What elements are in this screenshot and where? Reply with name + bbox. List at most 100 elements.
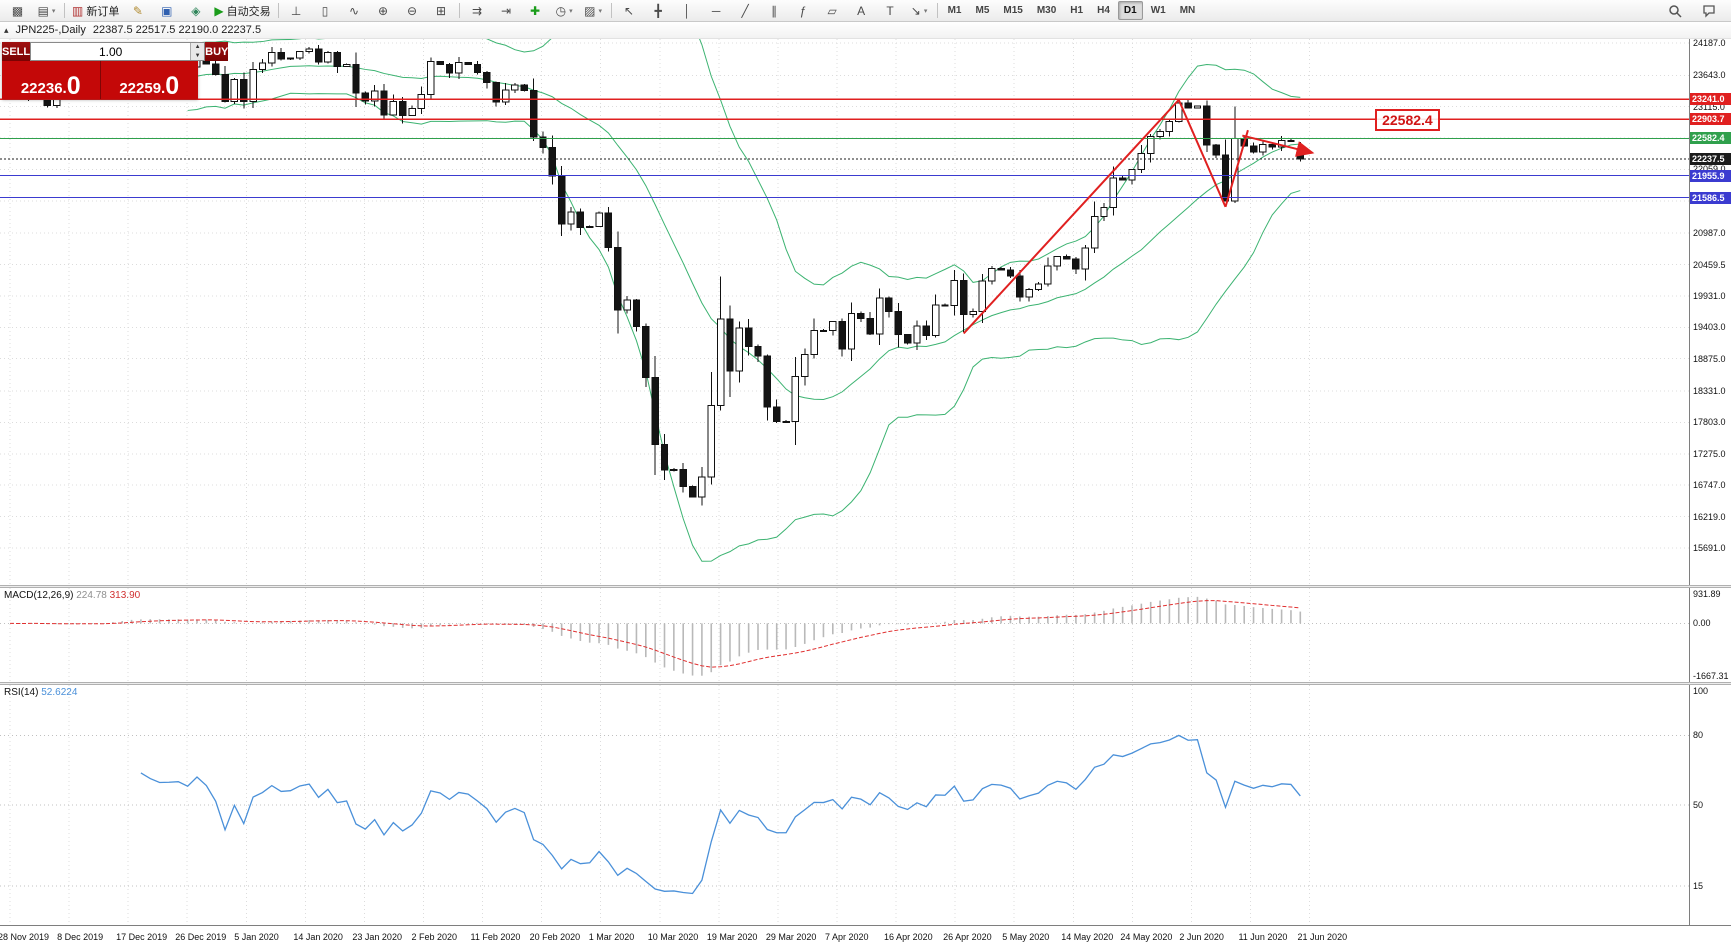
volume-spinner: ▲ ▼ [190,43,205,60]
navigator-button[interactable]: ◈ [181,0,210,21]
rsi-name: RSI(14) [4,687,39,698]
shapes-button[interactable]: ▱ [818,0,847,21]
rsi-canvas[interactable] [0,685,1689,925]
timeframe-w1[interactable]: W1 [1150,5,1166,16]
horizontal-line-button[interactable]: ─ [702,0,731,21]
chart-window-titlebar[interactable]: ▴ JPN225-,Daily 22387.5 22517.5 22190.0 … [0,22,1731,39]
vertical-line-button[interactable]: │ [673,0,702,21]
arrows-button[interactable]: ↘ ▾ [905,0,934,21]
trendline-button[interactable]: ╱ [731,0,760,21]
date-axis-label: 10 Mar 2020 [647,932,699,942]
date-axis-label: 11 Feb 2020 [470,932,521,942]
timeframe-mn[interactable]: MN [1179,5,1196,16]
arrows-icon: ↘ [910,3,921,18]
terminal-button[interactable]: ▣ [152,0,181,21]
date-axis-label: 24 May 2020 [1120,932,1173,942]
macd-axis[interactable]: 931.89 0.00 -1667.31 [1689,588,1731,682]
line-chart-icon: ∿ [349,3,360,18]
date-axis-label: 1 Mar 2020 [588,932,635,942]
metaeditor-button[interactable]: ✎ [123,0,152,21]
periods-button[interactable]: ◷ ▾ [550,0,579,21]
indicators-button[interactable]: ✚ [521,0,550,21]
price-axis-tick: 16747.0 [1693,480,1726,491]
zoom-out-button[interactable]: ⊖ [398,0,427,21]
price-chart-canvas[interactable] [0,39,1689,585]
chart-shift-icon: ⇥ [501,3,512,18]
macd-indicator-panel[interactable]: MACD(12,26,9) 224.78 313.90 [0,588,1689,682]
price-axis-tick: 18875.0 [1693,353,1726,364]
macd-name: MACD(12,26,9) [4,590,74,601]
buy-price[interactable]: 22259. 0 [101,61,199,99]
autotrading-button-label: 自动交易 [226,5,271,18]
bar-chart-button[interactable]: ⊥ [282,0,311,21]
one-click-trading-panel: SELL ▲ ▼ BUY 22236.0 22259.0 [2,42,229,99]
profiles-button[interactable]: ▤ ▾ [32,0,61,21]
toolbar-items: ▩ ▤ ▾ ▥ 新订单 ✎ ▣ ◈ ▶ 自动交易 ⊥ ▯ ∿ ⊕ ⊖ ⊞ ⇉ ⇥ ✚ ◷ ▾ ▨ ▾ ↖ ╋ │ ─ ╱ ∥ ƒ ▱ A T ↘ ▾… [3,0,1202,22]
rsi-indicator-panel[interactable]: RSI(14) 52.6224 [0,685,1689,925]
cursor-button[interactable]: ↖ [615,0,644,21]
new-chart-button[interactable]: ▩ [3,0,32,21]
timeframe-m15[interactable]: M15 [1003,5,1023,16]
text-button[interactable]: A [847,0,876,21]
price-annotation-box[interactable]: 22582.4 [1375,109,1440,132]
zoom-in-button[interactable]: ⊕ [369,0,398,21]
date-axis-label: 14 Jan 2020 [293,932,343,942]
date-axis[interactable]: 28 Nov 2019 8 Dec 2019 17 Dec 2019 26 Dec 2… [0,925,1731,947]
panel-separator[interactable] [0,682,1731,685]
tile-windows-icon: ⊞ [436,3,447,18]
date-axis-label: 5 Jan 2020 [234,932,279,942]
date-axis-label: 28 Nov 2019 [0,932,50,942]
timeframe-m30[interactable]: M30 [1036,5,1057,16]
toolbar-separator [936,3,938,18]
shapes-icon: ▱ [827,3,837,18]
timeframe-m1[interactable]: M1 [947,5,962,16]
dropdown-arrow-icon: ▾ [569,7,573,15]
date-axis-label: 23 Jan 2020 [352,932,402,942]
rsi-axis[interactable]: 100 80 50 15 [1689,685,1731,925]
new-order-button[interactable]: ▥ 新订单 [68,0,123,21]
crosshair-button[interactable]: ╋ [644,0,673,21]
timeframe-h1[interactable]: H1 [1070,5,1084,16]
timeframe-m5[interactable]: M5 [975,5,990,16]
indicators-icon: ✚ [530,3,541,18]
templates-button[interactable]: ▨ ▾ [579,0,608,21]
panel-separator[interactable] [0,585,1731,588]
macd-axis-tick: 931.89 [1693,589,1721,599]
timeframe-h4[interactable]: H4 [1097,5,1110,16]
line-chart-button[interactable]: ∿ [340,0,369,21]
autotrading-button[interactable]: ▶ 自动交易 [210,0,274,21]
search-icon[interactable] [1660,0,1689,21]
sell-price[interactable]: 22236. 0 [2,61,101,99]
date-axis-label: 29 Mar 2020 [765,932,817,942]
auto-scroll-button[interactable]: ⇉ [463,0,492,21]
timeframe-d1[interactable]: D1 [1117,1,1143,20]
macd-canvas[interactable] [0,588,1689,682]
volume-input[interactable] [31,43,191,60]
terminal-icon: ▣ [161,3,173,18]
buy-price-main: 22259. [119,80,166,97]
channel-icon: ∥ [771,3,778,18]
buy-button[interactable]: BUY [205,42,229,61]
price-line-badge: 21586.5 [1690,191,1731,204]
panel-collapse-arrow[interactable]: ▴ [4,24,9,35]
rsi-axis-tick: 15 [1693,881,1704,892]
chart-shift-button[interactable]: ⇥ [492,0,521,21]
volume-down-button[interactable]: ▼ [191,51,205,60]
sell-button[interactable]: SELL [2,42,31,61]
vertical-line-icon: │ [683,3,691,18]
community-icon[interactable] [1694,0,1723,21]
macd-main-value: 224.78 [76,590,107,601]
toolbar-separator [64,3,65,18]
channel-button[interactable]: ∥ [760,0,789,21]
navigator-icon: ◈ [191,3,201,18]
fibonacci-button[interactable]: ƒ [789,0,818,21]
volume-field: ▲ ▼ [30,42,206,61]
tile-windows-button[interactable]: ⊞ [427,0,456,21]
volume-up-button[interactable]: ▲ [191,43,205,52]
candlestick-chart-button[interactable]: ▯ [311,0,340,21]
date-axis-label: 26 Dec 2019 [175,932,227,942]
toolbar-separator [610,3,612,18]
price-axis[interactable]: 24187.023643.023115.022587.022059.021531… [1689,38,1731,585]
label-button[interactable]: T [876,0,905,21]
candlestick-chart-icon: ▯ [321,3,329,18]
